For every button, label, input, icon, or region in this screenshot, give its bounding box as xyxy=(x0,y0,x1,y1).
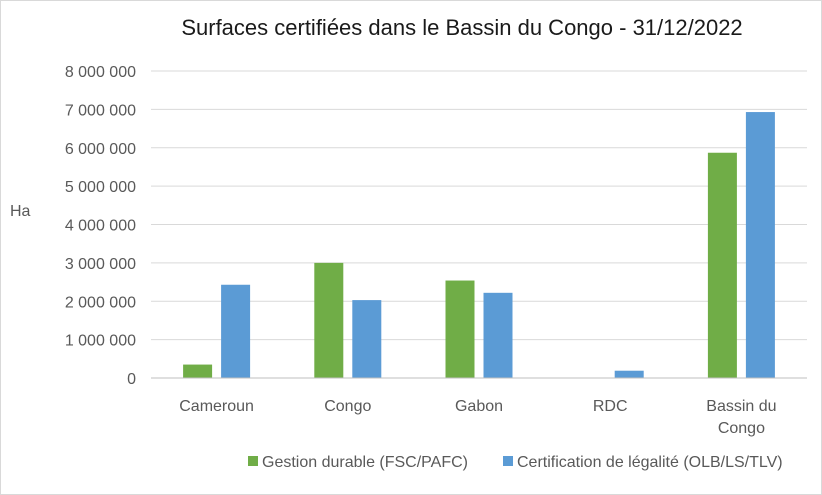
gridlines xyxy=(151,70,807,341)
bar-gestion-durable xyxy=(183,364,213,378)
bar-certification-legalite xyxy=(745,112,775,378)
bar-certification-legalite xyxy=(614,370,644,378)
y-tick-label: 2 000 000 xyxy=(65,294,136,311)
y-tick-label: 8 000 000 xyxy=(65,64,136,81)
legend: Gestion durable (FSC/PAFC) Certification … xyxy=(248,454,783,471)
bar-gestion-durable xyxy=(445,280,475,378)
y-axis-label: Ha xyxy=(10,203,31,220)
legend-swatch xyxy=(503,456,513,466)
x-category-label: Gabon xyxy=(455,398,503,415)
bar-certification-legalite xyxy=(483,292,513,378)
x-axis-categories: Cameroun Congo Gabon RDC Bassin du Congo xyxy=(179,398,776,437)
bar-gestion-durable xyxy=(314,262,344,378)
y-tick-label: 5 000 000 xyxy=(65,179,136,196)
x-category-label: RDC xyxy=(593,398,628,415)
y-axis-ticks: 0 1 000 000 2 000 000 3 000 000 4 000 000 5 0… xyxy=(65,64,136,388)
y-tick-label: 6 000 000 xyxy=(65,141,136,158)
legend-swatch xyxy=(248,456,258,466)
bars xyxy=(183,112,775,378)
y-tick-label: 3 000 000 xyxy=(65,256,136,273)
legend-label: Gestion durable (FSC/PAFC) xyxy=(262,454,468,471)
y-tick-label: 0 xyxy=(127,371,136,388)
bar-gestion-durable xyxy=(707,152,737,378)
bar-certification-legalite xyxy=(352,300,382,378)
y-tick-label: 1 000 000 xyxy=(65,333,136,350)
x-category-label: Bassin du Congo xyxy=(706,398,776,437)
chart-title: Surfaces certifiées dans le Bassin du Co… xyxy=(181,15,742,40)
y-tick-label: 4 000 000 xyxy=(65,218,136,235)
x-category-label: Cameroun xyxy=(179,398,254,415)
x-category-label: Congo xyxy=(324,398,371,415)
legend-label: Certification de légalité (OLB/LS/TLV) xyxy=(517,454,783,471)
bar-certification-legalite xyxy=(221,284,251,378)
y-tick-label: 7 000 000 xyxy=(65,102,136,119)
